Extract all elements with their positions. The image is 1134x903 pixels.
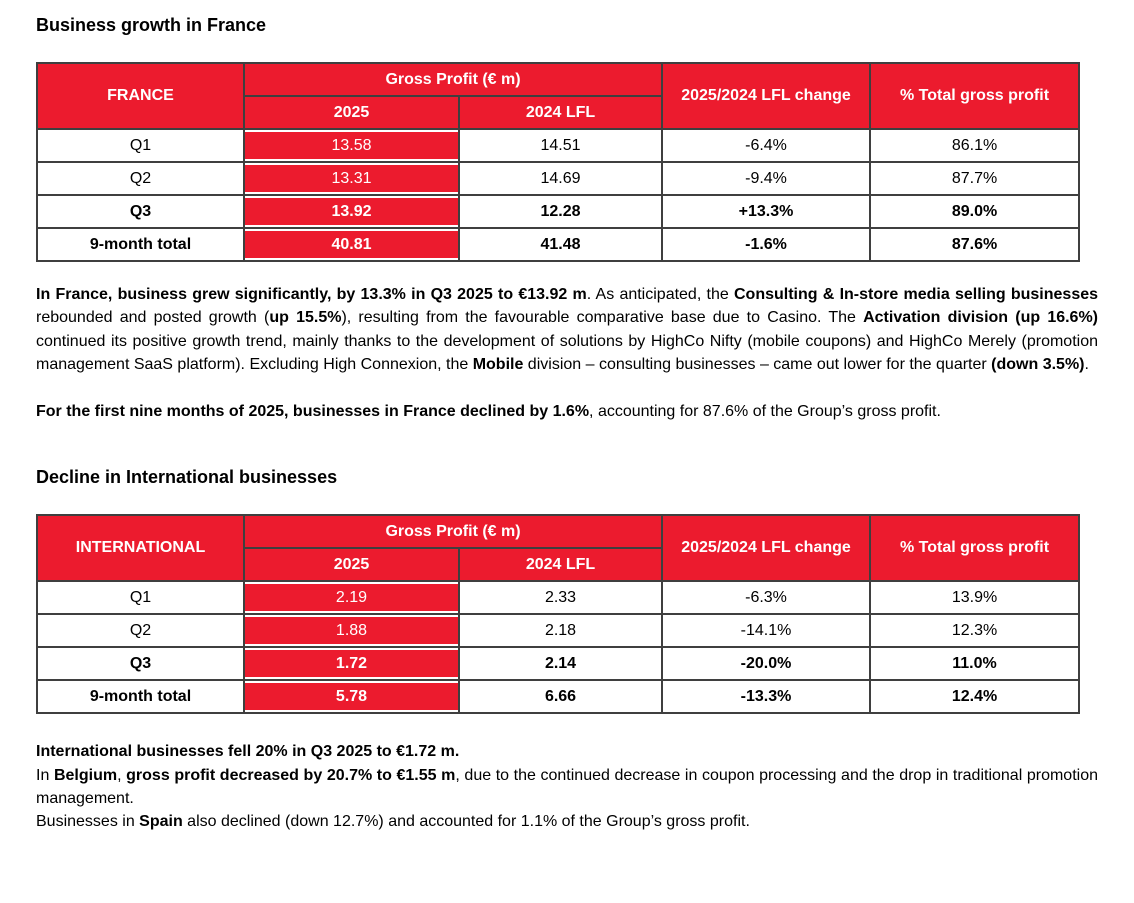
lfl-change-cell: -13.3% [661, 679, 872, 715]
pct-total-cell: 87.7% [869, 161, 1081, 196]
international-commentary-block: International businesses fell 20% in Q3 … [36, 740, 1098, 833]
lfl-change-cell: -20.0% [661, 646, 872, 682]
table-row: Q1 2.19 2.33 -6.3% 13.9% [36, 580, 1081, 616]
lfl-change-cell: -6.4% [661, 128, 872, 163]
lfl-change-header-cell: 2025/2024 LFL change [661, 514, 872, 583]
pct-total-cell: 13.9% [869, 580, 1081, 616]
pct-total-cell: 11.0% [869, 646, 1081, 682]
international-q3-paragraph: International businesses fell 20% in Q3 … [36, 743, 460, 761]
gp-2025-cell: 13.92 [243, 194, 460, 229]
gp-2024-cell: 2.33 [457, 580, 664, 616]
pct-total-cell: 87.6% [869, 227, 1081, 262]
gp-2024-cell: 12.28 [457, 194, 664, 229]
gp-2025-cell: 13.31 [243, 161, 460, 196]
table-row: Q1 13.58 14.51 -6.4% 86.1% [36, 128, 1081, 163]
table-row: Q2 1.88 2.18 -14.1% 12.3% [36, 613, 1081, 649]
gp-2025-cell: 13.58 [243, 128, 460, 163]
row-label-cell: Q3 [36, 646, 245, 682]
gp-2024-cell: 6.66 [457, 679, 664, 715]
france-table-header-row-1: FRANCE Gross Profit (€ m) 2025/2024 LFL … [36, 62, 1081, 130]
row-label-cell: Q2 [36, 161, 245, 196]
gp-2024-cell: 2.14 [457, 646, 664, 682]
total-gross-profit-header-cell: % Total gross profit [869, 514, 1081, 583]
gp-2025-cell: 5.78 [243, 679, 460, 715]
report-page: Business growth in France FRANCE Gross P… [36, 15, 1099, 833]
lfl-change-cell: -14.1% [661, 613, 872, 649]
lfl-change-cell: -1.6% [661, 227, 872, 262]
pct-total-cell: 12.4% [869, 679, 1081, 715]
lfl-change-cell: -6.3% [661, 580, 872, 616]
row-label-cell: Q2 [36, 613, 245, 649]
pct-total-cell: 12.3% [869, 613, 1081, 649]
row-label-cell: Q3 [36, 194, 245, 229]
gp-2024-cell: 2.18 [457, 613, 664, 649]
table-row: Q2 13.31 14.69 -9.4% 87.7% [36, 161, 1081, 196]
gp-2025-cell: 1.88 [243, 613, 460, 649]
row-label-cell: Q1 [36, 128, 245, 163]
year-2025-header-cell: 2025 [243, 95, 460, 130]
lfl-change-cell: +13.3% [661, 194, 872, 229]
france-nine-month-paragraph: For the first nine months of 2025, busin… [36, 403, 941, 421]
pct-total-cell: 86.1% [869, 128, 1081, 163]
gross-profit-header-cell: Gross Profit (€ m) [242, 514, 664, 550]
table-row: Q3 13.92 12.28 +13.3% 89.0% [36, 194, 1081, 229]
row-label-cell: Q1 [36, 580, 245, 616]
gp-2025-cell: 40.81 [243, 227, 460, 262]
pct-total-cell: 89.0% [869, 194, 1081, 229]
spain-paragraph: Businesses in Spain also declined (down … [36, 813, 750, 831]
table-row: Q3 1.72 2.14 -20.0% 11.0% [36, 646, 1081, 682]
year-2024-header-cell: 2024 LFL [457, 95, 664, 130]
lfl-change-cell: -9.4% [661, 161, 872, 196]
section-heading-france: Business growth in France [36, 15, 267, 35]
international-region-header-cell: INTERNATIONAL [36, 514, 245, 583]
year-2025-header-cell: 2025 [243, 547, 460, 583]
france-commentary-paragraph: In France, business grew significantly, … [36, 286, 1099, 373]
belgium-paragraph: In Belgium, gross profit decreased by 20… [36, 766, 1099, 808]
row-label-cell: 9-month total [36, 679, 245, 715]
lfl-change-header-cell: 2025/2024 LFL change [661, 62, 872, 130]
row-label-cell: 9-month total [36, 227, 245, 262]
gp-2024-cell: 14.69 [457, 161, 664, 196]
france-table-header-row-2: 2025 2024 LFL [37, 95, 1079, 130]
gross-profit-header-cell: Gross Profit (€ m) [242, 62, 664, 97]
section-heading-international: Decline in International businesses [36, 467, 338, 488]
gp-2024-cell: 14.51 [457, 128, 664, 163]
total-gross-profit-header-cell: % Total gross profit [869, 62, 1081, 130]
year-2024-header-cell: 2024 LFL [457, 547, 664, 583]
international-table-header-row-2: 2025 2024 LFL [37, 547, 1079, 583]
gp-2025-cell: 2.19 [243, 580, 460, 616]
gp-2025-cell: 1.72 [243, 646, 460, 682]
international-table-header-row-1: INTERNATIONAL Gross Profit (€ m) 2025/20… [36, 514, 1081, 583]
france-region-header-cell: FRANCE [36, 62, 245, 130]
table-row: 9-month total 40.81 41.48 -1.6% 87.6% [36, 227, 1081, 262]
international-table: INTERNATIONAL Gross Profit (€ m) 2025/20… [36, 514, 1081, 715]
table-row: 9-month total 5.78 6.66 -13.3% 12.4% [36, 679, 1081, 715]
gp-2024-cell: 41.48 [457, 227, 664, 262]
france-table: FRANCE Gross Profit (€ m) 2025/2024 LFL … [36, 62, 1081, 262]
